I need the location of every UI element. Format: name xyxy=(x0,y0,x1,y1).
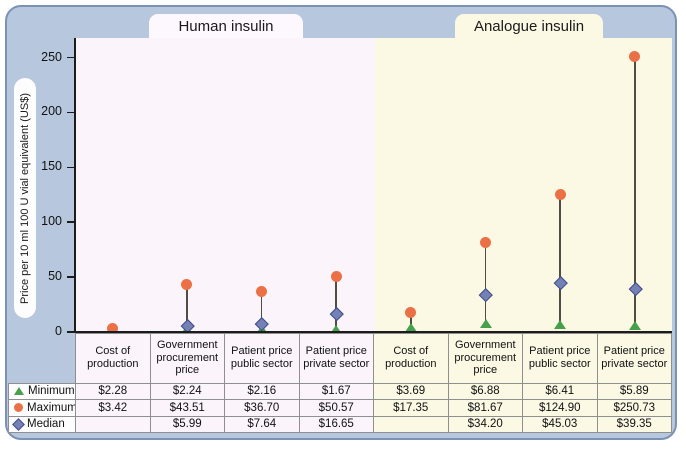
data-table: Cost of production Government procuremen… xyxy=(8,332,672,434)
value-cell: $45.03 xyxy=(522,415,598,433)
legend-cell-minimum: Minimum xyxy=(8,382,76,400)
table-corner xyxy=(9,333,76,383)
minimum-triangle-icon xyxy=(14,387,24,396)
analogue-plot-area xyxy=(375,38,672,332)
column-header: Patient price private sector xyxy=(298,332,374,384)
value-cell: $43.51 xyxy=(149,399,225,417)
column-header: Patient price public sector xyxy=(522,332,598,384)
column-header: Patient price private sector xyxy=(596,332,672,384)
value-cell: $17.35 xyxy=(373,399,449,417)
median-diamond-icon xyxy=(12,417,25,431)
value-cell: $3.69 xyxy=(373,382,449,400)
tab-analogue-insulin: Analogue insulin xyxy=(455,14,603,38)
value-cell: $5.99 xyxy=(149,415,225,433)
value-cell: $124.90 xyxy=(522,399,598,417)
value-cell xyxy=(373,415,449,433)
value-cell: $81.67 xyxy=(447,399,523,417)
column-header: Cost of production xyxy=(373,332,449,384)
value-cell: $250.73 xyxy=(596,399,672,417)
legend-label-median: Median xyxy=(27,418,65,431)
tab-analogue-insulin-label: Analogue insulin xyxy=(473,17,585,35)
legend-cell-maximum: Maximum xyxy=(8,399,76,417)
column-header: Government procurement price xyxy=(447,332,523,384)
value-cell: $7.64 xyxy=(224,415,300,433)
table-row-median: Median $5.99 $7.64 $16.65 $34.20 $45.03 … xyxy=(8,415,672,433)
value-cell: $5.89 xyxy=(596,382,672,400)
table-row-maximum: Maximum $3.42 $43.51 $36.70 $50.57 $17.3… xyxy=(8,399,672,417)
value-cell: $6.41 xyxy=(522,382,598,400)
value-cell: $2.16 xyxy=(224,382,300,400)
column-header: Cost of production xyxy=(75,332,151,384)
table-row-minimum: Minimum $2.28 $2.24 $2.16 $1.67 $3.69 $6… xyxy=(8,382,672,400)
maximum-circle-icon xyxy=(14,403,23,413)
tab-human-insulin: Human insulin xyxy=(149,14,303,38)
value-cell: $6.88 xyxy=(447,382,523,400)
y-axis-label-pill: Price per 10 ml 100 U vial equivalent (U… xyxy=(14,78,36,318)
value-cell: $16.65 xyxy=(298,415,374,433)
value-cell: $36.70 xyxy=(224,399,300,417)
column-header: Government procurement price xyxy=(149,332,225,384)
value-cell: $1.67 xyxy=(298,382,374,400)
value-cell: $2.24 xyxy=(149,382,225,400)
y-axis-line xyxy=(74,38,76,333)
tab-human-insulin-label: Human insulin xyxy=(178,17,274,35)
legend-label-maximum: Maximum xyxy=(27,401,76,414)
value-cell: $34.20 xyxy=(447,415,523,433)
value-cell: $3.42 xyxy=(75,399,151,417)
category-header-row: Cost of production Government procuremen… xyxy=(9,332,672,384)
legend-label-minimum: Minimum xyxy=(28,385,75,398)
human-plot-area xyxy=(75,38,375,332)
value-cell: $2.28 xyxy=(75,382,151,400)
value-cell: $39.35 xyxy=(596,415,672,433)
legend-cell-median: Median xyxy=(8,415,76,433)
value-cell: $50.57 xyxy=(298,399,374,417)
x-axis-line xyxy=(74,331,672,333)
y-axis-label: Price per 10 ml 100 U vial equivalent (U… xyxy=(19,92,31,304)
value-cell xyxy=(75,415,151,433)
column-header: Patient price public sector xyxy=(224,332,300,384)
